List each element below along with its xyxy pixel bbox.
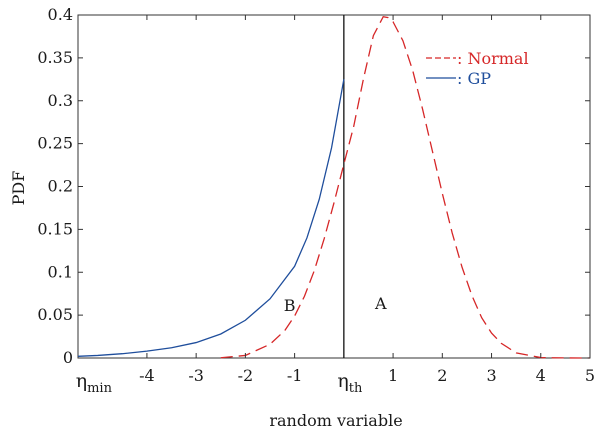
x-tick-label: 2 — [437, 366, 447, 385]
x-tick-label: -2 — [238, 366, 254, 385]
x-tick-label: 5 — [585, 366, 595, 385]
y-tick-label: 0 — [63, 348, 73, 367]
legend-gp-label: : GP — [457, 69, 491, 88]
y-tick-label: 0.15 — [37, 219, 73, 238]
region-label-a: A — [374, 294, 387, 313]
x-tick-label: 4 — [536, 366, 546, 385]
series-layer — [77, 15, 591, 359]
y-tick-label: 0.35 — [37, 48, 73, 67]
region-label-b: B — [284, 296, 296, 315]
y-tick-label: 0.2 — [48, 177, 73, 196]
y-tick-label: 0.3 — [48, 91, 73, 110]
x-axis-label: random variable — [269, 411, 402, 430]
x-tick-label: -3 — [188, 366, 204, 385]
y-tick-label: 0.4 — [48, 5, 73, 24]
x-tick-label: 3 — [486, 366, 496, 385]
y-tick-label: 0.25 — [37, 134, 73, 153]
tick-layer: 0 0.05 0.1 0.15 0.2 0.25 0.3 0.35 0.4 -4 -3 -2 -1 1 2 3… — [37, 5, 595, 396]
gp-pdf-line — [77, 79, 345, 357]
y-tick-label: 0.05 — [37, 305, 73, 324]
legend: : Normal : GP — [426, 49, 529, 88]
eta-th-label: ηth — [337, 370, 363, 396]
x-tick-label: -1 — [287, 366, 303, 385]
legend-normal-label: : Normal — [457, 49, 529, 68]
x-tick-label: 1 — [388, 366, 398, 385]
eta-min-label: ηmin — [76, 370, 113, 396]
normal-pdf-line — [220, 15, 591, 359]
x-tick-label: -4 — [139, 366, 155, 385]
y-axis-label: PDF — [9, 171, 28, 206]
y-tick-label: 0.1 — [48, 262, 73, 281]
